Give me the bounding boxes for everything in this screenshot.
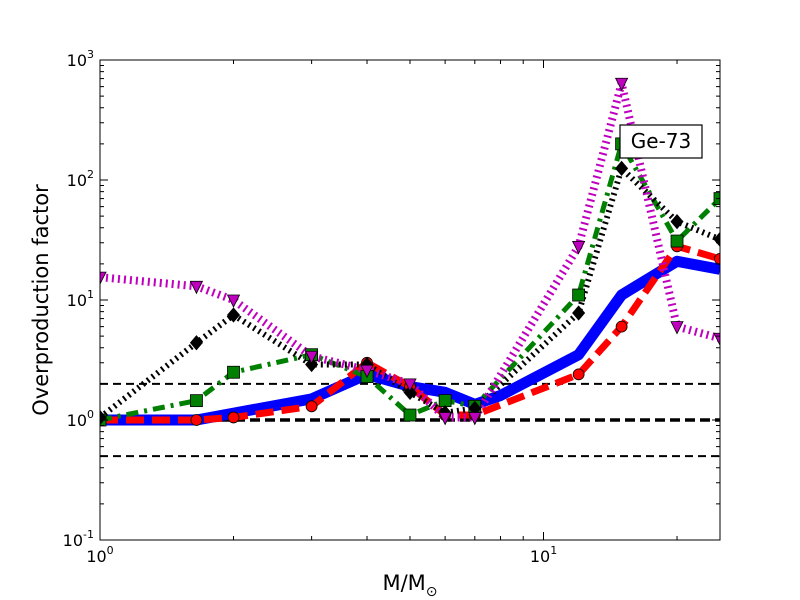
x-axis-label-main: M/M	[382, 571, 425, 595]
y-tick-label: 101	[67, 288, 94, 310]
series-line-1	[100, 242, 720, 424]
series-2-marker-5	[403, 408, 417, 422]
series-1-marker-2	[227, 411, 240, 424]
series-4-marker-7	[468, 412, 482, 426]
x-tick-label: 101	[530, 544, 557, 566]
series-4-marker-1	[189, 280, 204, 295]
series-2-marker-6	[438, 394, 452, 408]
y-tick-label: 102	[67, 168, 94, 190]
series-4-marker-3	[304, 350, 319, 365]
series-2-marker-2	[227, 365, 240, 379]
series-3-marker-3	[305, 356, 319, 373]
series-3-marker-5	[403, 384, 417, 400]
series-line-0	[100, 255, 720, 426]
x-tick-label: 100	[86, 544, 113, 566]
series-3-marker-9	[615, 160, 629, 176]
series-4-marker-2	[226, 294, 241, 308]
y-tick-label: 103	[67, 48, 94, 70]
series-1-marker-1	[190, 414, 203, 426]
series-4-marker-9	[614, 77, 629, 92]
annotation-label: Ge-73	[631, 129, 691, 153]
series-line-4	[100, 79, 720, 422]
series-3-marker-1	[189, 335, 203, 351]
x-axis-label-sub: ⊙	[426, 584, 438, 600]
series-3-marker-2	[226, 307, 241, 323]
series-4-marker-5	[403, 378, 417, 392]
series-2-marker-1	[190, 394, 203, 408]
x-axis-label: M/M⊙	[382, 571, 437, 600]
series-1-marker-8	[572, 368, 585, 381]
y-axis-label: Overproduction factor	[29, 184, 53, 416]
y-tick-label: 100	[67, 408, 94, 430]
axis-ticks	[99, 59, 720, 541]
series-4-marker-4	[360, 364, 374, 379]
series-2-marker-8	[572, 288, 586, 302]
series-2-marker-10	[670, 234, 684, 248]
series-1-marker-11	[714, 253, 720, 265]
series-1-marker-3	[305, 400, 318, 413]
series-4-marker-10	[670, 321, 684, 335]
series-3-marker-10	[670, 213, 684, 230]
series-3-marker-8	[572, 305, 586, 321]
series-4-marker-8	[571, 240, 586, 255]
series-3-marker-0	[100, 409, 107, 426]
series-4-marker-6	[438, 412, 452, 426]
annotation-box: Ge-73	[619, 124, 703, 159]
series-1-marker-9	[615, 320, 628, 333]
series-4-marker-0	[100, 271, 107, 286]
y-tick-label: 10-1	[63, 528, 94, 550]
annotation-frame	[619, 124, 703, 159]
